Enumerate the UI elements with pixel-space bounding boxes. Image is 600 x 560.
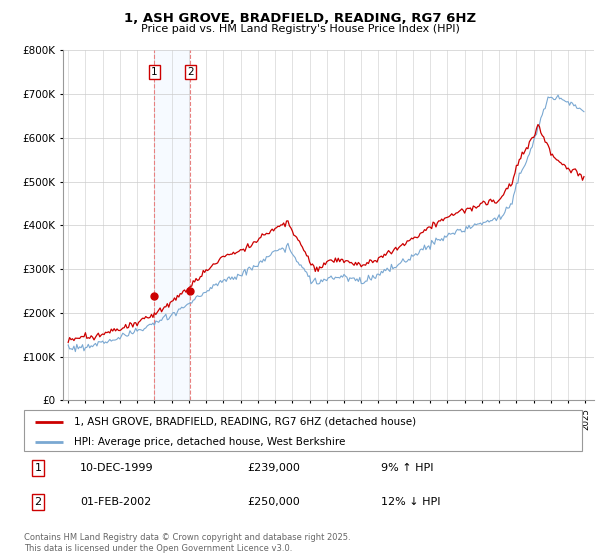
Text: 12% ↓ HPI: 12% ↓ HPI: [381, 497, 440, 507]
Text: Price paid vs. HM Land Registry's House Price Index (HPI): Price paid vs. HM Land Registry's House …: [140, 24, 460, 34]
Text: 10-DEC-1999: 10-DEC-1999: [80, 463, 154, 473]
Text: 1: 1: [151, 67, 158, 77]
Text: 2: 2: [187, 67, 194, 77]
Text: 1, ASH GROVE, BRADFIELD, READING, RG7 6HZ (detached house): 1, ASH GROVE, BRADFIELD, READING, RG7 6H…: [74, 417, 416, 427]
Text: 1, ASH GROVE, BRADFIELD, READING, RG7 6HZ: 1, ASH GROVE, BRADFIELD, READING, RG7 6H…: [124, 12, 476, 25]
Text: 2: 2: [34, 497, 41, 507]
Text: 01-FEB-2002: 01-FEB-2002: [80, 497, 151, 507]
Text: HPI: Average price, detached house, West Berkshire: HPI: Average price, detached house, West…: [74, 437, 346, 447]
Text: 1: 1: [34, 463, 41, 473]
Text: £250,000: £250,000: [247, 497, 300, 507]
Bar: [154, 50, 190, 400]
Text: 9% ↑ HPI: 9% ↑ HPI: [381, 463, 434, 473]
Text: £239,000: £239,000: [247, 463, 300, 473]
FancyBboxPatch shape: [24, 410, 582, 451]
Text: Contains HM Land Registry data © Crown copyright and database right 2025.
This d: Contains HM Land Registry data © Crown c…: [24, 533, 350, 553]
